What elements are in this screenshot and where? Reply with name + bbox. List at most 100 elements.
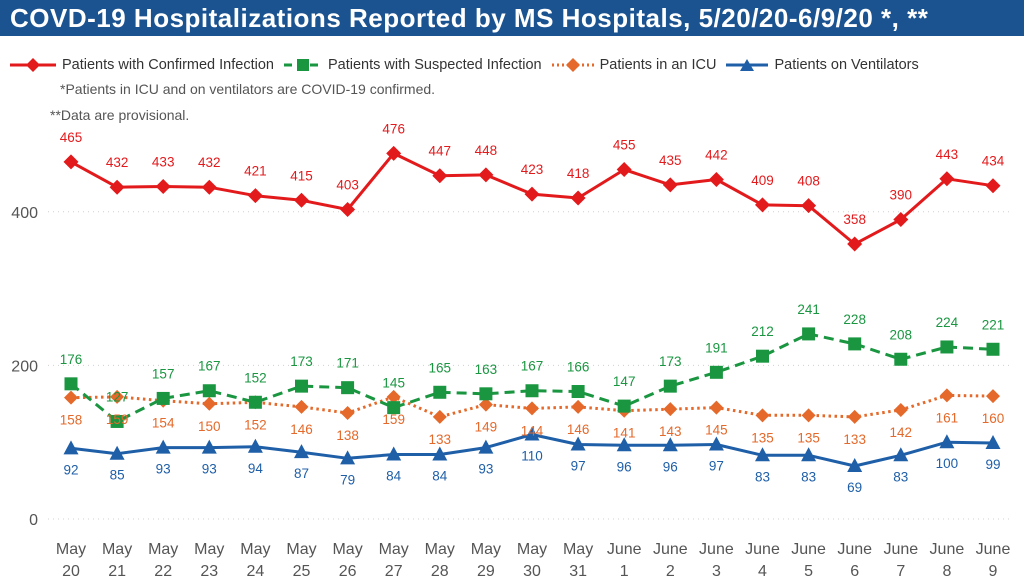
- data-point-icu: [64, 390, 78, 405]
- data-label-confirmed: 432: [198, 155, 221, 170]
- data-point-suspected: [663, 379, 677, 393]
- legend-label-ventilators: Patients on Ventilators: [774, 57, 919, 73]
- data-point-icu: [847, 409, 862, 424]
- data-point-confirmed: [801, 198, 817, 214]
- data-label-suspected: 208: [890, 327, 913, 342]
- data-label-ventilators: 99: [985, 457, 1000, 472]
- data-label-icu: 146: [290, 422, 313, 437]
- data-point-ventilators: [847, 458, 863, 473]
- data-point-icu: [110, 389, 125, 404]
- data-label-confirmed: 390: [890, 187, 913, 202]
- x-tick-label: May: [517, 541, 547, 558]
- data-label-suspected: 212: [751, 324, 774, 339]
- data-label-ventilators: 93: [478, 462, 493, 477]
- data-label-ventilators: 83: [893, 469, 908, 484]
- x-tick-label: 5: [804, 563, 813, 580]
- x-tick-label: June: [607, 541, 642, 558]
- y-tick-label: 0: [29, 512, 38, 529]
- data-label-ventilators: 79: [340, 472, 355, 487]
- x-tick-label: May: [240, 541, 270, 558]
- footnote-provisional: **Data are provisional.: [50, 107, 190, 123]
- data-point-confirmed: [63, 154, 79, 170]
- data-label-icu: 159: [382, 412, 405, 427]
- data-point-confirmed: [893, 211, 909, 227]
- x-tick-label: 30: [523, 563, 541, 580]
- data-label-confirmed: 432: [106, 155, 129, 170]
- x-tick-label: June: [837, 541, 872, 558]
- x-tick-label: 21: [108, 563, 126, 580]
- data-point-suspected: [156, 391, 170, 405]
- data-point-confirmed: [386, 145, 402, 161]
- data-point-suspected: [940, 340, 954, 354]
- data-point-ventilators: [801, 447, 817, 462]
- x-tick-label: May: [102, 541, 132, 558]
- data-point-suspected: [525, 384, 539, 398]
- data-label-confirmed: 442: [705, 148, 728, 163]
- data-point-ventilators: [201, 439, 217, 454]
- data-point-suspected: [802, 327, 816, 341]
- x-tick-label: June: [653, 541, 688, 558]
- legend-item-confirmed[interactable]: Patients with Confirmed Infection: [8, 57, 274, 73]
- data-point-ventilators: [570, 436, 586, 451]
- data-point-icu: [755, 408, 770, 423]
- ventilators-legend-icon: [726, 59, 769, 71]
- data-point-icu: [294, 399, 309, 414]
- data-label-icu: 152: [244, 417, 267, 432]
- data-point-ventilators: [109, 445, 125, 460]
- data-label-icu: 158: [60, 413, 83, 428]
- data-label-confirmed: 409: [751, 173, 774, 188]
- data-point-confirmed: [201, 179, 217, 195]
- data-point-ventilators: [985, 434, 1001, 449]
- data-point-suspected: [709, 365, 723, 379]
- data-point-suspected: [433, 385, 447, 399]
- data-label-confirmed: 476: [382, 121, 405, 136]
- data-point-suspected: [202, 384, 216, 398]
- data-point-confirmed: [570, 190, 586, 206]
- data-label-ventilators: 96: [617, 459, 632, 474]
- data-point-ventilators: [939, 434, 955, 449]
- data-label-icu: 143: [659, 424, 682, 439]
- data-label-confirmed: 423: [521, 162, 544, 177]
- data-label-icu: 133: [429, 432, 452, 447]
- data-label-icu: 159: [106, 412, 129, 427]
- data-label-ventilators: 92: [63, 462, 78, 477]
- x-tick-label: 4: [758, 563, 767, 580]
- data-point-confirmed: [985, 178, 1001, 194]
- x-tick-label: 23: [200, 563, 218, 580]
- data-label-icu: 133: [843, 432, 866, 447]
- data-point-ventilators: [708, 436, 724, 451]
- data-point-confirmed: [524, 186, 540, 202]
- data-label-suspected: 152: [244, 370, 267, 385]
- confirmed-legend-icon: [10, 58, 56, 72]
- x-tick-label: June: [930, 541, 965, 558]
- data-label-icu: 145: [705, 423, 728, 438]
- data-label-ventilators: 97: [571, 459, 586, 474]
- legend-label-icu: Patients in an ICU: [599, 57, 717, 73]
- data-point-confirmed: [155, 178, 171, 194]
- x-tick-label: 2: [666, 563, 675, 580]
- x-tick-label: 26: [339, 563, 357, 580]
- data-label-icu: 138: [336, 428, 359, 443]
- data-label-ventilators: 93: [202, 462, 217, 477]
- x-tick-label: May: [563, 541, 593, 558]
- data-label-suspected: 127: [106, 389, 129, 404]
- data-label-icu: 135: [751, 430, 774, 445]
- x-tick-label: 31: [569, 563, 587, 580]
- x-tick-label: 3: [712, 563, 721, 580]
- x-tick-label: 8: [942, 563, 951, 580]
- data-point-confirmed: [662, 177, 678, 193]
- data-point-confirmed: [616, 162, 632, 178]
- data-point-confirmed: [708, 172, 724, 188]
- legend-item-ventilators[interactable]: Patients on Ventilators: [724, 57, 919, 73]
- data-point-suspected: [571, 385, 585, 399]
- x-tick-label: May: [56, 541, 86, 558]
- legend-item-icu[interactable]: Patients in an ICU: [550, 57, 717, 73]
- data-point-ventilators: [386, 446, 402, 461]
- data-label-icu: 141: [613, 426, 636, 441]
- data-label-suspected: 147: [613, 374, 636, 389]
- data-label-ventilators: 83: [801, 469, 816, 484]
- legend-item-suspected[interactable]: Patients with Suspected Infection: [282, 57, 542, 73]
- data-point-confirmed: [247, 188, 263, 204]
- suspected-legend-icon: [283, 59, 322, 71]
